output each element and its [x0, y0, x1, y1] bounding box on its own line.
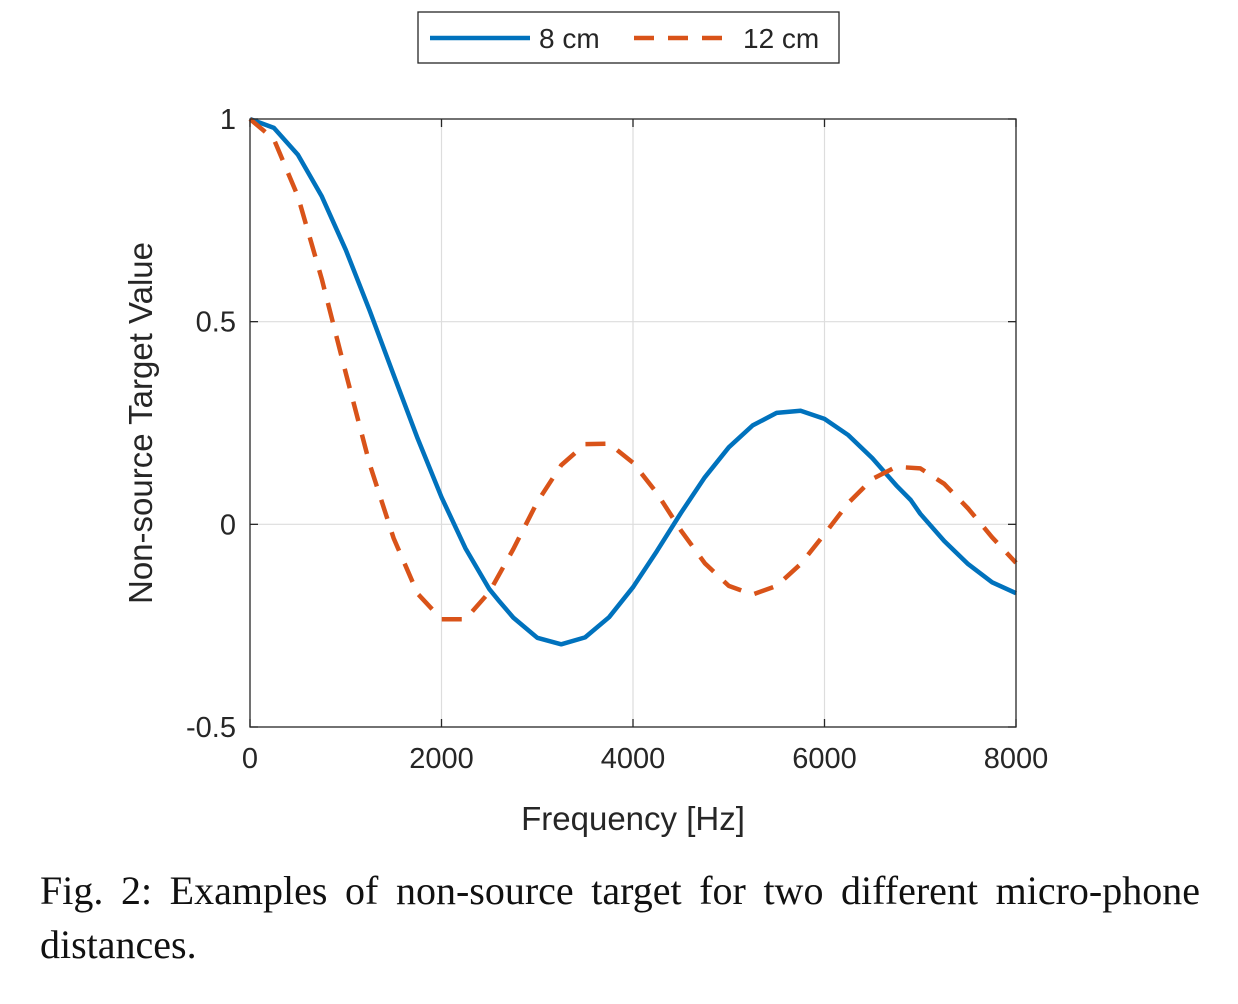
- y-tick-label: 1: [220, 104, 236, 136]
- x-tick-label: 4000: [601, 743, 666, 775]
- x-axis-label: Frequency [Hz]: [521, 800, 745, 837]
- y-tick-label: 0: [220, 509, 236, 541]
- plot-area-frame: [249, 118, 1017, 728]
- x-tick-label: 6000: [792, 743, 857, 775]
- x-tick-label: 2000: [409, 743, 474, 775]
- figure-caption: Fig. 2: Examples of non-source target fo…: [40, 868, 1200, 967]
- y-axis-label: Non-source Target Value: [122, 242, 159, 604]
- series-line-0: [249, 116, 1017, 647]
- series-line-1: [248, 117, 1018, 622]
- x-tick-label: 0: [242, 743, 258, 775]
- y-tick-label: -0.5: [186, 712, 236, 744]
- legend-label-0: 8 cm: [539, 23, 600, 54]
- x-tick-label: 8000: [984, 743, 1049, 775]
- y-tick-label: 0.5: [196, 307, 236, 339]
- legend-label-1: 12 cm: [743, 23, 819, 54]
- chart-figure: 0 2000 4000 6000 8000 -0.5 0 0.5 1 Frequency [Hz]…: [122, 11, 1049, 837]
